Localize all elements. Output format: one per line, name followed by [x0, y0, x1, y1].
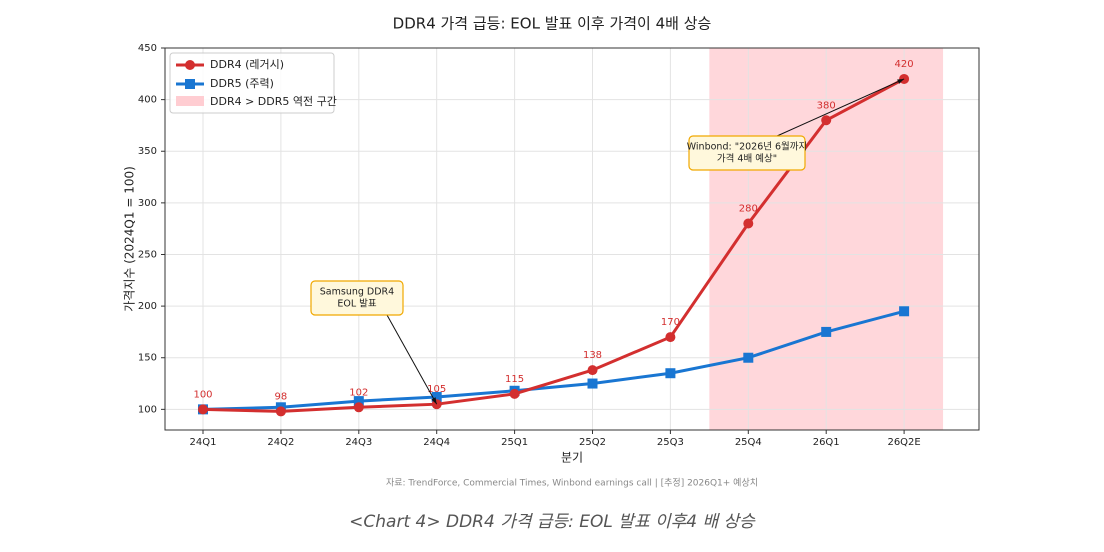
data-point [743, 352, 754, 363]
data-point [431, 391, 442, 402]
value-label: 102 [349, 387, 368, 398]
annotation-text: Samsung DDR4 [320, 287, 394, 298]
data-point [665, 332, 676, 343]
annotation-text: EOL 발표 [337, 299, 377, 310]
data-point [587, 365, 598, 376]
legend-swatch [176, 96, 204, 106]
legend: DDR4 (레거시) DDR5 (주력) DDR4 > DDR5 역전 구간 [169, 52, 337, 114]
legend-label: DDR4 > DDR5 역전 구간 [210, 95, 337, 108]
annotation-arrow [386, 314, 438, 405]
annotation-arrowhead [431, 397, 437, 405]
value-label: 98 [275, 391, 288, 402]
legend-label: DDR4 (레거시) [210, 58, 284, 71]
source-note: 자료: TrendForce, Commercial Times, Winbon… [386, 477, 758, 489]
data-point [665, 368, 676, 379]
x-tick-label: 25Q1 [501, 437, 528, 448]
value-label: 105 [427, 384, 446, 395]
value-label: 115 [505, 374, 524, 385]
value-label: 100 [193, 389, 212, 400]
value-label: 420 [895, 59, 914, 70]
caption: <Chart 4> DDR4 가격 급등: EOL 발표 이후4 배 상승 [349, 512, 756, 532]
legend-marker [185, 60, 195, 70]
value-label: 170 [661, 317, 680, 328]
value-label: 380 [817, 100, 836, 111]
chart-title: DDR4 가격 급등: EOL 발표 이후 가격이 4배 상승 [393, 15, 712, 33]
annotation-box [688, 135, 806, 171]
y-tick-label: 300 [138, 198, 157, 209]
x-tick-label: 25Q2 [579, 437, 606, 448]
annotation-text: Winbond: "2026년 6월까지 [687, 141, 808, 153]
x-tick-label: 24Q1 [190, 437, 217, 448]
data-point [821, 326, 832, 337]
y-axis-label: 가격지수 (2024Q1 = 100) [123, 166, 137, 312]
x-tick-label: 25Q4 [735, 437, 762, 448]
x-tick-label: 24Q4 [423, 437, 450, 448]
x-tick-label: 26Q2E [887, 437, 920, 448]
data-point [353, 402, 364, 413]
y-tick-label: 450 [138, 43, 157, 54]
legend-label: DDR5 (주력) [210, 77, 274, 90]
value-label: 138 [583, 350, 602, 361]
legend-marker [185, 79, 195, 89]
data-point [198, 404, 208, 415]
y-tick-label: 150 [138, 353, 157, 364]
data-point [509, 388, 520, 399]
x-tick-label: 26Q1 [813, 437, 840, 448]
y-tick-label: 350 [138, 146, 157, 157]
series-line [202, 309, 905, 411]
annotation-box [310, 280, 404, 316]
data-point [587, 378, 598, 389]
plot-frame [164, 47, 980, 431]
x-tick-label: 25Q3 [657, 437, 684, 448]
data-point [275, 406, 286, 417]
y-tick-label: 200 [138, 301, 157, 312]
annotation-arrow [776, 78, 905, 137]
data-point [353, 396, 364, 407]
y-tick-label: 100 [138, 404, 157, 415]
legend-frame [169, 52, 335, 114]
value-label: 280 [739, 204, 758, 215]
annotation-arrowhead [897, 78, 905, 84]
x-tick-label: 24Q2 [267, 437, 294, 448]
y-tick-label: 250 [138, 249, 157, 260]
y-tick-label: 400 [138, 95, 157, 106]
x-tick-label: 24Q3 [345, 437, 372, 448]
data-point [743, 218, 754, 229]
series-line [202, 77, 905, 413]
x-axis-label: 분기 [561, 451, 583, 465]
annotation-text: 가격 4배 예상" [717, 153, 777, 165]
data-point [821, 115, 832, 126]
data-point [899, 306, 910, 317]
